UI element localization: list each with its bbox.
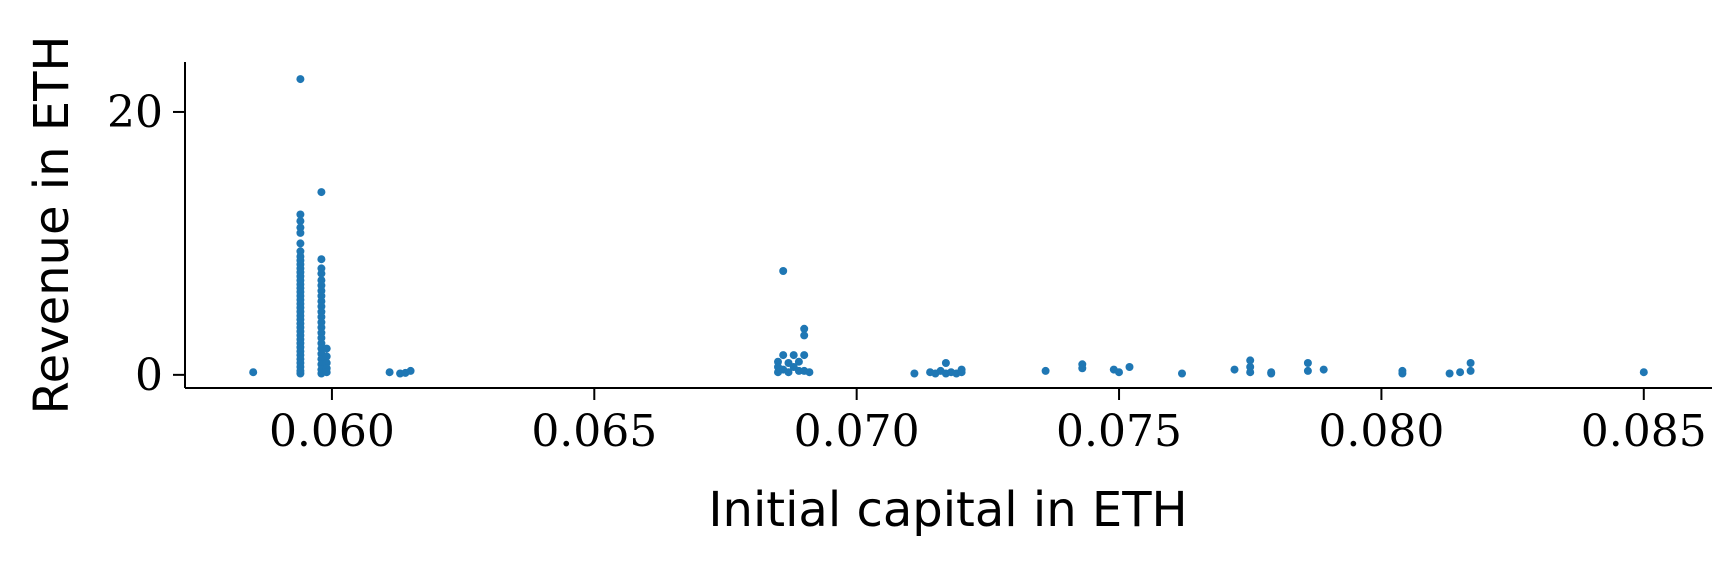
data-point [296, 210, 305, 219]
y-axis-ticks: 0 20 [107, 87, 185, 401]
data-point [1125, 363, 1134, 371]
data-point [317, 269, 326, 278]
x-axis-ticks: 0.060 0.065 0.070 0.075 0.080 0.085 [269, 388, 1707, 457]
data-point [317, 255, 326, 264]
data-point [941, 359, 950, 367]
data-point [1115, 368, 1123, 377]
data-point [1303, 359, 1312, 367]
data-point [794, 357, 803, 366]
data-point [1230, 365, 1239, 374]
data-point [406, 366, 415, 375]
data-point [1178, 369, 1186, 378]
data-point [784, 368, 793, 377]
x-tick-label: 0.060 [269, 406, 395, 457]
data-point [1398, 369, 1407, 378]
data-point [957, 368, 966, 377]
x-tick-label: 0.065 [531, 406, 657, 457]
data-point [779, 351, 788, 360]
data-point [1267, 368, 1276, 377]
data-point [805, 368, 814, 377]
data-point [385, 368, 394, 377]
y-tick-label: 0 [135, 350, 163, 401]
data-point [800, 351, 809, 360]
data-point [1319, 365, 1328, 374]
data-points [249, 75, 1648, 378]
data-point [296, 217, 305, 226]
data-point [1246, 368, 1255, 377]
data-point [249, 368, 258, 377]
data-point [789, 351, 798, 360]
data-point [1456, 368, 1465, 377]
data-point [1466, 359, 1475, 367]
data-point [1041, 366, 1050, 375]
data-point [296, 239, 305, 248]
data-point [800, 331, 809, 340]
data-point [800, 324, 809, 333]
x-axis-label: Initial capital in ETH [708, 482, 1187, 538]
data-point [1246, 356, 1255, 365]
data-point [1466, 366, 1475, 375]
data-point [322, 368, 331, 377]
data-point [779, 267, 788, 275]
x-tick-label: 0.085 [1581, 406, 1707, 457]
data-point [322, 344, 331, 353]
y-tick-label: 20 [107, 87, 163, 138]
x-tick-label: 0.070 [794, 406, 920, 457]
data-point [1303, 366, 1312, 375]
data-point [296, 75, 305, 84]
data-point [1445, 369, 1454, 378]
data-point [296, 228, 305, 237]
data-point [1639, 368, 1648, 377]
data-point [322, 352, 331, 361]
data-point [910, 369, 919, 378]
data-point [296, 369, 305, 378]
y-axis-label: Revenue in ETH [24, 35, 80, 414]
data-point [1078, 364, 1087, 373]
x-tick-label: 0.080 [1318, 406, 1444, 457]
data-point [317, 188, 326, 197]
x-tick-label: 0.075 [1056, 406, 1182, 457]
